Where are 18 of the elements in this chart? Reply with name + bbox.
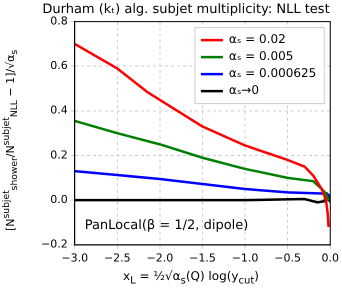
legend-label: αₛ→0 [228, 83, 260, 98]
x-tick-label: 0.0 [322, 251, 340, 264]
x-tick-label: −1.0 [232, 251, 258, 264]
legend-label: αₛ = 0.000625 [228, 66, 316, 80]
x-axis-title: x$_{L}$ = ½√α$_{s}$(Q) log(y$_{cut}$) [122, 268, 260, 286]
x-tick-label: −0.5 [274, 251, 302, 264]
y-tick-label: 0.0 [50, 193, 68, 206]
x-tick-label: −2.0 [146, 251, 174, 264]
y-tick-label: 0.4 [50, 104, 68, 117]
legend-label: αₛ = 0.02 [228, 32, 286, 46]
x-tick-label: −1.5 [189, 251, 216, 264]
annotation: PanLocal(β = 1/2, dipole) [84, 218, 248, 233]
legend-label: αₛ = 0.005 [228, 49, 294, 64]
x-tick-label: −3.0 [61, 251, 88, 264]
y-tick-label: 0.6 [50, 59, 68, 72]
x-tick-label: −2.5 [104, 251, 131, 264]
y-tick-label: 0.2 [50, 148, 68, 162]
y-tick-label: −0.2 [40, 238, 68, 251]
